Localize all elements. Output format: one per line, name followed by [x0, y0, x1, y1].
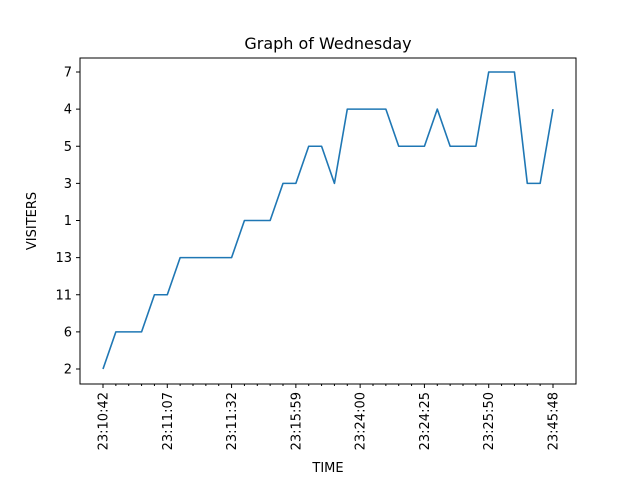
y-tick-label: 2 — [64, 363, 72, 378]
x-tick-label: 23:10:42 — [97, 392, 112, 450]
x-axis-label: TIME — [311, 461, 343, 476]
y-tick-label: 6 — [64, 325, 72, 340]
x-tick-label: 23:45:48 — [547, 392, 562, 450]
plot-area — [102, 71, 554, 370]
x-tick-label: 23:15:59 — [289, 392, 304, 450]
y-tick-label: 11 — [55, 288, 72, 303]
x-axis: 23:10:42 23:11:07 23:11:32 23:15:59 23:24:00… — [97, 384, 562, 450]
y-tick-label: 4 — [64, 103, 72, 118]
x-tick-label: 23:24:00 — [354, 392, 369, 450]
y-tick-label: 13 — [55, 251, 72, 266]
x-tick-label: 23:11:07 — [161, 392, 176, 450]
y-tick-label: 1 — [64, 214, 72, 229]
y-tick-label: 7 — [64, 66, 72, 81]
x-tick-label: 23:24:25 — [418, 392, 433, 450]
series-line — [102, 71, 554, 370]
x-tick-label: 23:25:50 — [482, 392, 497, 450]
y-tick-label: 3 — [64, 177, 72, 192]
x-tick-label: 23:11:32 — [225, 392, 240, 450]
y-tick-label: 5 — [64, 140, 72, 155]
chart-title: Graph of Wednesday — [244, 34, 411, 53]
plot-frame — [79, 57, 577, 385]
y-axis-label: VISITERS — [25, 192, 40, 250]
